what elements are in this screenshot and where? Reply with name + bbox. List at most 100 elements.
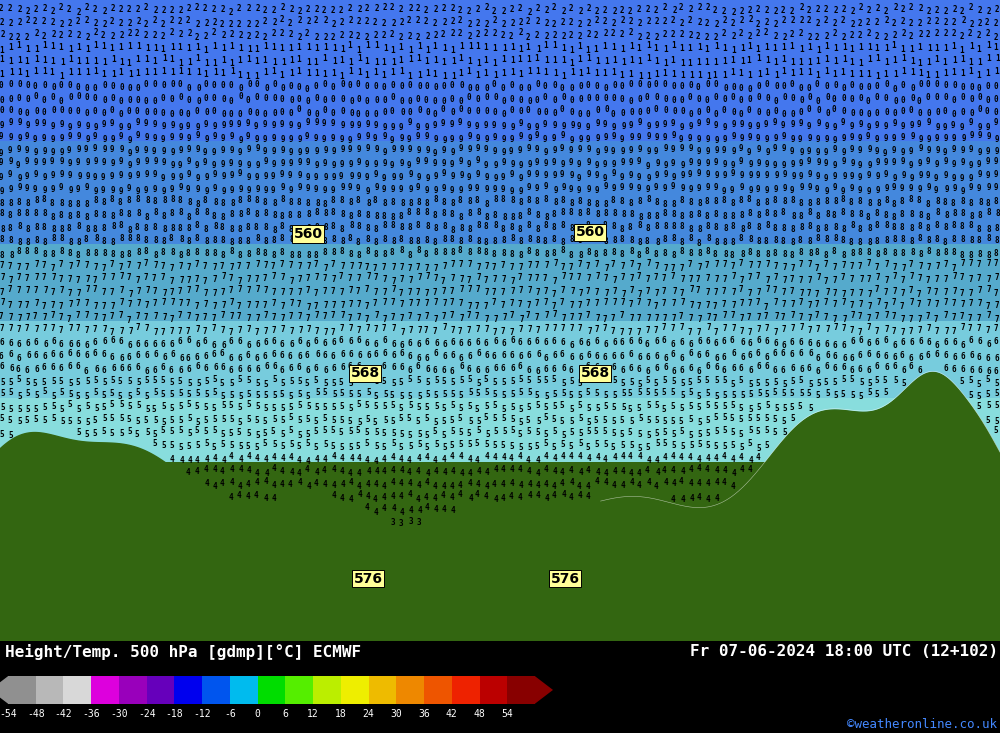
Text: 8: 8 [296,211,301,220]
Text: 7: 7 [424,325,429,334]
Text: 4: 4 [484,492,488,501]
Text: 9: 9 [229,120,233,129]
Text: 0: 0 [466,107,471,116]
Text: 2: 2 [120,31,124,40]
Text: 9: 9 [154,157,158,166]
Text: 7: 7 [739,314,744,323]
Text: 9: 9 [297,122,301,131]
Text: 2: 2 [25,7,30,16]
Text: 6: 6 [569,341,574,350]
Text: 7: 7 [33,312,37,321]
Text: 8: 8 [52,234,56,243]
Text: 6: 6 [620,352,624,361]
Text: 6: 6 [135,364,140,372]
Text: 6: 6 [663,363,668,372]
Text: 9: 9 [128,136,132,144]
Text: 9: 9 [662,133,667,142]
Text: 2: 2 [468,32,473,41]
Text: 5: 5 [765,391,769,399]
Text: 7: 7 [42,273,47,282]
Text: 6: 6 [867,366,872,375]
Text: 1: 1 [152,67,157,77]
Text: 4: 4 [484,468,489,477]
Text: 1: 1 [790,69,795,78]
Text: 7: 7 [314,259,318,269]
Text: 5: 5 [169,427,174,436]
Text: 0: 0 [985,106,989,116]
Text: 7: 7 [679,289,684,298]
Text: 2: 2 [824,32,829,41]
Text: 9: 9 [977,131,982,140]
Text: 8: 8 [841,251,846,260]
Text: 4: 4 [424,478,429,487]
Text: 6: 6 [808,339,812,348]
Text: 2: 2 [952,5,957,15]
Text: 8: 8 [381,212,386,221]
Text: 5: 5 [356,400,361,410]
Text: 1: 1 [671,41,676,50]
Text: 8: 8 [212,249,217,259]
Text: 4: 4 [279,466,284,476]
Text: 2: 2 [730,19,735,28]
Text: 4: 4 [381,493,386,502]
Text: 5: 5 [739,415,744,424]
Text: 9: 9 [0,158,3,166]
Text: 0: 0 [747,84,752,94]
Text: 0: 0 [433,110,437,119]
Text: 9: 9 [868,144,872,153]
Text: 4: 4 [331,452,336,461]
Text: 7: 7 [611,260,615,269]
Text: 7: 7 [307,262,311,270]
Text: 7: 7 [348,301,353,309]
Text: 5: 5 [654,430,659,438]
Text: 2: 2 [381,20,386,29]
Text: 9: 9 [416,132,421,141]
Text: 6: 6 [280,366,284,375]
Text: 8: 8 [254,196,259,205]
Text: 9: 9 [475,169,480,179]
Text: 2: 2 [434,32,439,40]
Text: 7: 7 [732,324,736,333]
Text: 7: 7 [850,311,855,320]
Text: 0: 0 [408,81,412,90]
Text: -6: -6 [224,710,236,719]
Text: 0: 0 [331,95,335,104]
Text: 8: 8 [263,223,268,232]
Text: 9: 9 [416,147,421,155]
Text: 1: 1 [340,45,345,54]
Text: 7: 7 [697,315,702,324]
Text: 9: 9 [602,174,607,183]
Text: 7: 7 [883,303,888,312]
Text: 4: 4 [280,480,284,489]
Text: 7: 7 [595,288,599,298]
Bar [369,676,396,704]
Text: 5: 5 [110,388,114,398]
Text: 6: 6 [806,364,811,373]
Text: 8: 8 [85,249,90,258]
Text: 4: 4 [681,467,685,476]
Text: 7: 7 [178,262,183,270]
Text: 4: 4 [313,479,318,488]
Bar [230,676,258,704]
Text: 0: 0 [51,106,56,115]
Text: 5: 5 [399,404,403,413]
Text: 2: 2 [909,32,913,41]
Text: 0: 0 [723,95,727,104]
Text: 7: 7 [543,274,547,284]
Text: 2: 2 [884,7,889,16]
Text: 6: 6 [764,337,769,346]
Text: 9: 9 [569,136,574,144]
Text: 9: 9 [238,185,243,194]
Text: 8: 8 [612,210,617,218]
Text: 5: 5 [60,417,65,426]
Text: 5: 5 [213,426,217,435]
Text: 2: 2 [815,33,820,42]
Text: 4: 4 [517,465,522,474]
Text: 7: 7 [382,262,386,272]
Text: 2: 2 [220,20,224,29]
Text: 1: 1 [195,43,200,52]
Text: 9: 9 [306,118,311,128]
Text: 4: 4 [494,465,498,474]
Text: 7: 7 [103,325,107,334]
Text: 0: 0 [884,108,889,117]
